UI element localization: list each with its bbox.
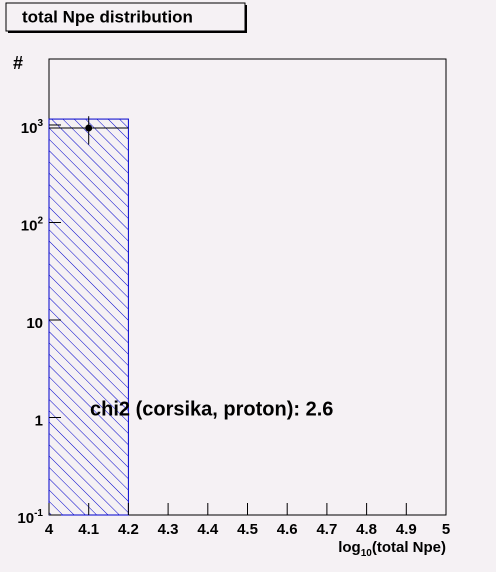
histogram-bar bbox=[48, 118, 129, 516]
data-point bbox=[85, 124, 93, 132]
x-tick-label: 4.5 bbox=[237, 521, 258, 538]
x-tick-label: 4.7 bbox=[316, 521, 337, 538]
y-tick-label: 10 bbox=[26, 315, 43, 332]
annotation: chi2 (corsika, proton): 2.6 bbox=[90, 398, 333, 420]
y-tick-label: 1 bbox=[35, 412, 43, 429]
x-tick-label: 5 bbox=[442, 521, 450, 538]
x-tick-label: 4.6 bbox=[277, 521, 298, 538]
y-tick-label: 102 bbox=[21, 215, 44, 234]
y-axis-label: # bbox=[13, 53, 23, 73]
x-tick-label: 4.3 bbox=[158, 521, 179, 538]
y-tick-label: 103 bbox=[21, 118, 44, 137]
x-tick-label: 4.9 bbox=[396, 521, 417, 538]
title-box bbox=[5, 2, 246, 32]
x-tick-label: 4.8 bbox=[356, 521, 377, 538]
x-axis-label: log10(total Npe) bbox=[338, 539, 446, 559]
x-tick-label: 4 bbox=[45, 521, 54, 538]
x-tick-label: 4.4 bbox=[197, 521, 219, 538]
chart-title: total Npe distribution bbox=[22, 7, 193, 26]
y-tick-label: 10-1 bbox=[17, 508, 43, 527]
x-tick-label: 4.1 bbox=[78, 521, 99, 538]
x-tick-label: 4.2 bbox=[118, 521, 139, 538]
